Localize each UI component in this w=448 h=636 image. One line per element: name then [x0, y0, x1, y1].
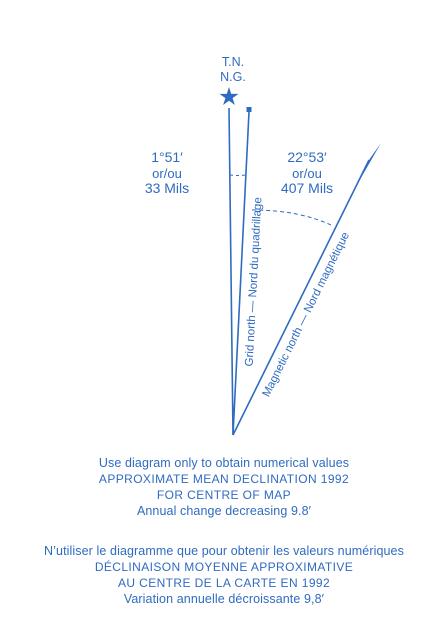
caption-english: Use diagram only to obtain numerical val…	[0, 455, 448, 519]
magnetic-angle-or: or/ou	[292, 166, 322, 181]
grid-angle-mils: 33 Mils	[145, 180, 189, 196]
magnetic-north-line-label: Magnetic north — Nord magnétique	[261, 230, 352, 399]
caption-en-line-3: FOR CENTRE OF MAP	[156, 488, 292, 502]
star-icon	[219, 87, 239, 105]
grid-north-marker-icon	[246, 107, 252, 112]
magnetic-angle-mils: 407 Mils	[281, 180, 333, 196]
true-north-line	[228, 107, 234, 436]
grid-north-line	[232, 111, 250, 436]
grid-angle-arc	[229, 174, 247, 176]
caption-en-line-2: APPROXIMATE MEAN DECLINATION 1992	[98, 472, 350, 486]
caption-en-line-1: Use diagram only to obtain numerical val…	[98, 456, 350, 470]
caption-fr-line-4: Variation annuelle décroissante 9,8′	[123, 592, 325, 606]
magnetic-arrowhead-icon	[354, 143, 381, 190]
grid-angle-or: or/ou	[152, 166, 182, 181]
caption-french: N’utiliser le diagramme que pour obtenir…	[0, 543, 448, 607]
caption-en-line-4: Annual change decreasing 9.8′	[136, 504, 312, 518]
grid-angle-degrees: 1°51′	[151, 149, 183, 165]
true-north-label: T.N.	[222, 55, 244, 69]
magnetic-north-line	[232, 159, 370, 436]
caption-fr-line-1: N’utiliser le diagramme que pour obtenir…	[44, 544, 404, 558]
magnetic-angle-degrees: 22°53′	[287, 149, 327, 165]
grid-north-line-label: Grid north — Nord du quadrillage	[244, 197, 265, 367]
caption-fr-line-3: AU CENTRE DE LA CARTE EN 1992	[117, 576, 331, 590]
grid-north-abbr-label: N.G.	[220, 70, 246, 84]
magnetic-angle-arc	[251, 209, 334, 227]
caption-fr-line-2: DÉCLINAISON MOYENNE APPROXIMATIVE	[94, 560, 354, 574]
